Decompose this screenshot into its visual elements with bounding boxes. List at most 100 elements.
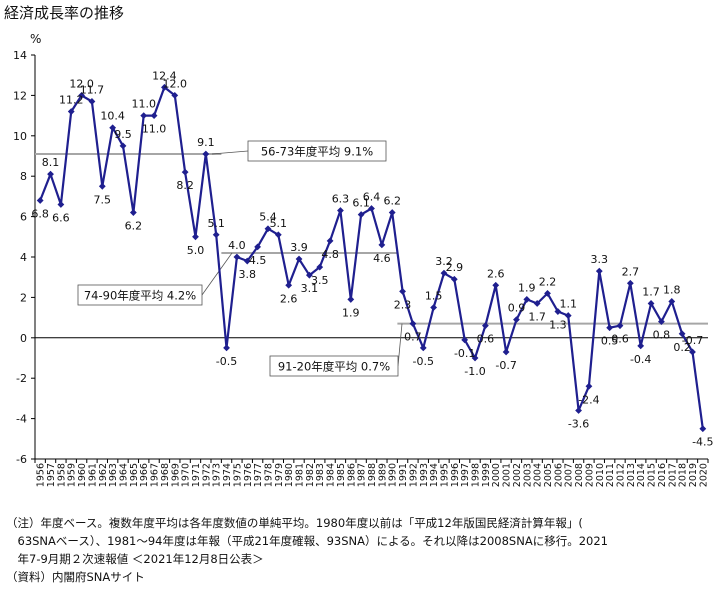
x-tick-label: 1993 [419,463,430,487]
data-point [523,296,531,303]
data-point [647,300,655,307]
data-label: 0.5 [601,335,619,348]
data-point [88,98,96,105]
data-label: 6.2 [383,195,401,208]
x-tick-label: 2017 [667,463,678,487]
footnote-line-1: （注）年度ベース。複数年度平均は各年度数値の単純平均。1980年度以前は「平成1… [6,516,583,530]
average-label: 56-73年度平均 9.1% [261,145,373,159]
data-point [492,281,500,289]
x-tick-label: 1969 [170,463,181,487]
x-tick-label: 2013 [626,463,637,487]
data-label: -0.4 [630,353,651,366]
data-label: 6.8 [31,207,49,220]
data-point [637,342,645,350]
x-tick-label: 1984 [326,463,337,487]
data-point [78,92,85,99]
x-tick-label: 1968 [160,463,171,487]
footnote-line-2: 63SNAベース）、1981～94年度は年報（平成21年度確報、93SNA）によ… [6,534,608,548]
data-label: 3.8 [239,268,257,281]
data-label: 2.2 [539,275,557,288]
x-tick-label: 1957 [46,463,57,487]
data-point [564,312,572,319]
data-point [181,168,189,176]
data-label: 0.9 [508,302,526,315]
data-label: 3.1 [301,282,319,295]
data-label: 1.1 [559,298,577,311]
data-label: 6.2 [125,220,143,233]
data-label: 1.9 [518,281,536,294]
growth-rate-chart: 56-73年度平均 9.1% 74-90年度平均 4.2% 91-20年度平均 0.… [13,49,714,487]
x-tick-label: 2007 [564,463,575,487]
data-point [471,354,479,362]
data-point [243,257,251,265]
data-label: -4.5 [692,436,713,449]
data-point [554,308,562,315]
x-tick-label: 2019 [688,463,699,487]
average-callout-pointer [201,252,233,296]
average-callout-pointer [211,150,249,155]
data-point [305,271,313,279]
data-point [409,320,417,328]
data-point [678,330,686,338]
data-label: 5.0 [187,244,205,257]
y-tick-label: 0 [20,332,27,345]
data-point [36,197,44,204]
data-point [357,211,365,218]
data-point [450,275,458,283]
x-tick-label: 2018 [678,463,689,487]
data-label: 10.4 [100,110,125,123]
x-tick-label: 1989 [377,463,388,487]
data-point [171,92,179,99]
y-tick-label: 10 [13,130,27,143]
data-point [233,253,241,261]
x-tick-label: 1960 [77,463,88,487]
data-label: 4.6 [373,252,391,265]
y-tick-label: 2 [20,291,27,304]
data-point [161,83,168,91]
data-point [616,322,624,330]
data-point [481,322,489,330]
data-point [57,201,65,208]
data-label: 4.5 [249,254,267,267]
x-tick-label: 1988 [367,463,378,487]
data-point [150,112,158,119]
data-point [699,425,707,433]
data-label: 1.3 [549,319,567,332]
data-point [274,231,282,239]
data-label: 2.6 [487,267,505,280]
data-point [212,231,220,239]
data-label: 11.7 [80,83,105,96]
x-tick-label: 2002 [512,463,523,487]
data-point [461,336,469,344]
x-tick-label: 1977 [253,463,264,487]
data-label: 3.5 [311,274,329,287]
data-point [192,233,199,241]
series [36,83,707,433]
data-point [430,304,438,311]
data-point [316,263,324,271]
data-point [658,318,665,326]
x-tick-label: 2003 [522,463,533,487]
x-tick-label: 1964 [119,463,130,487]
data-point [47,170,54,178]
x-tick-label: 2004 [533,463,544,487]
data-point [626,279,634,287]
x-tick-label: 1982 [305,463,316,487]
data-label: 5.1 [207,217,225,230]
data-point [140,112,148,119]
data-point [337,207,344,214]
y-tick-label: 8 [20,170,27,183]
source-note: （資料）内閣府SNAサイト [6,570,145,584]
x-tick-label: 1983 [315,463,326,487]
data-labels: 6.88.16.611.212.011.77.510.49.56.211.011… [31,69,713,448]
x-tick-label: 2010 [595,463,606,487]
x-tick-label: 1961 [87,463,98,487]
x-tick-label: 1974 [222,463,233,487]
average-callout-pointer [397,323,403,367]
x-tick-label: 1995 [439,463,450,487]
data-label: -0.5 [413,355,434,368]
data-point [533,300,541,307]
average-label: 91-20年度平均 0.7% [278,360,390,374]
data-label: 11.2 [59,94,84,107]
x-tick-label: 1956 [36,463,47,487]
